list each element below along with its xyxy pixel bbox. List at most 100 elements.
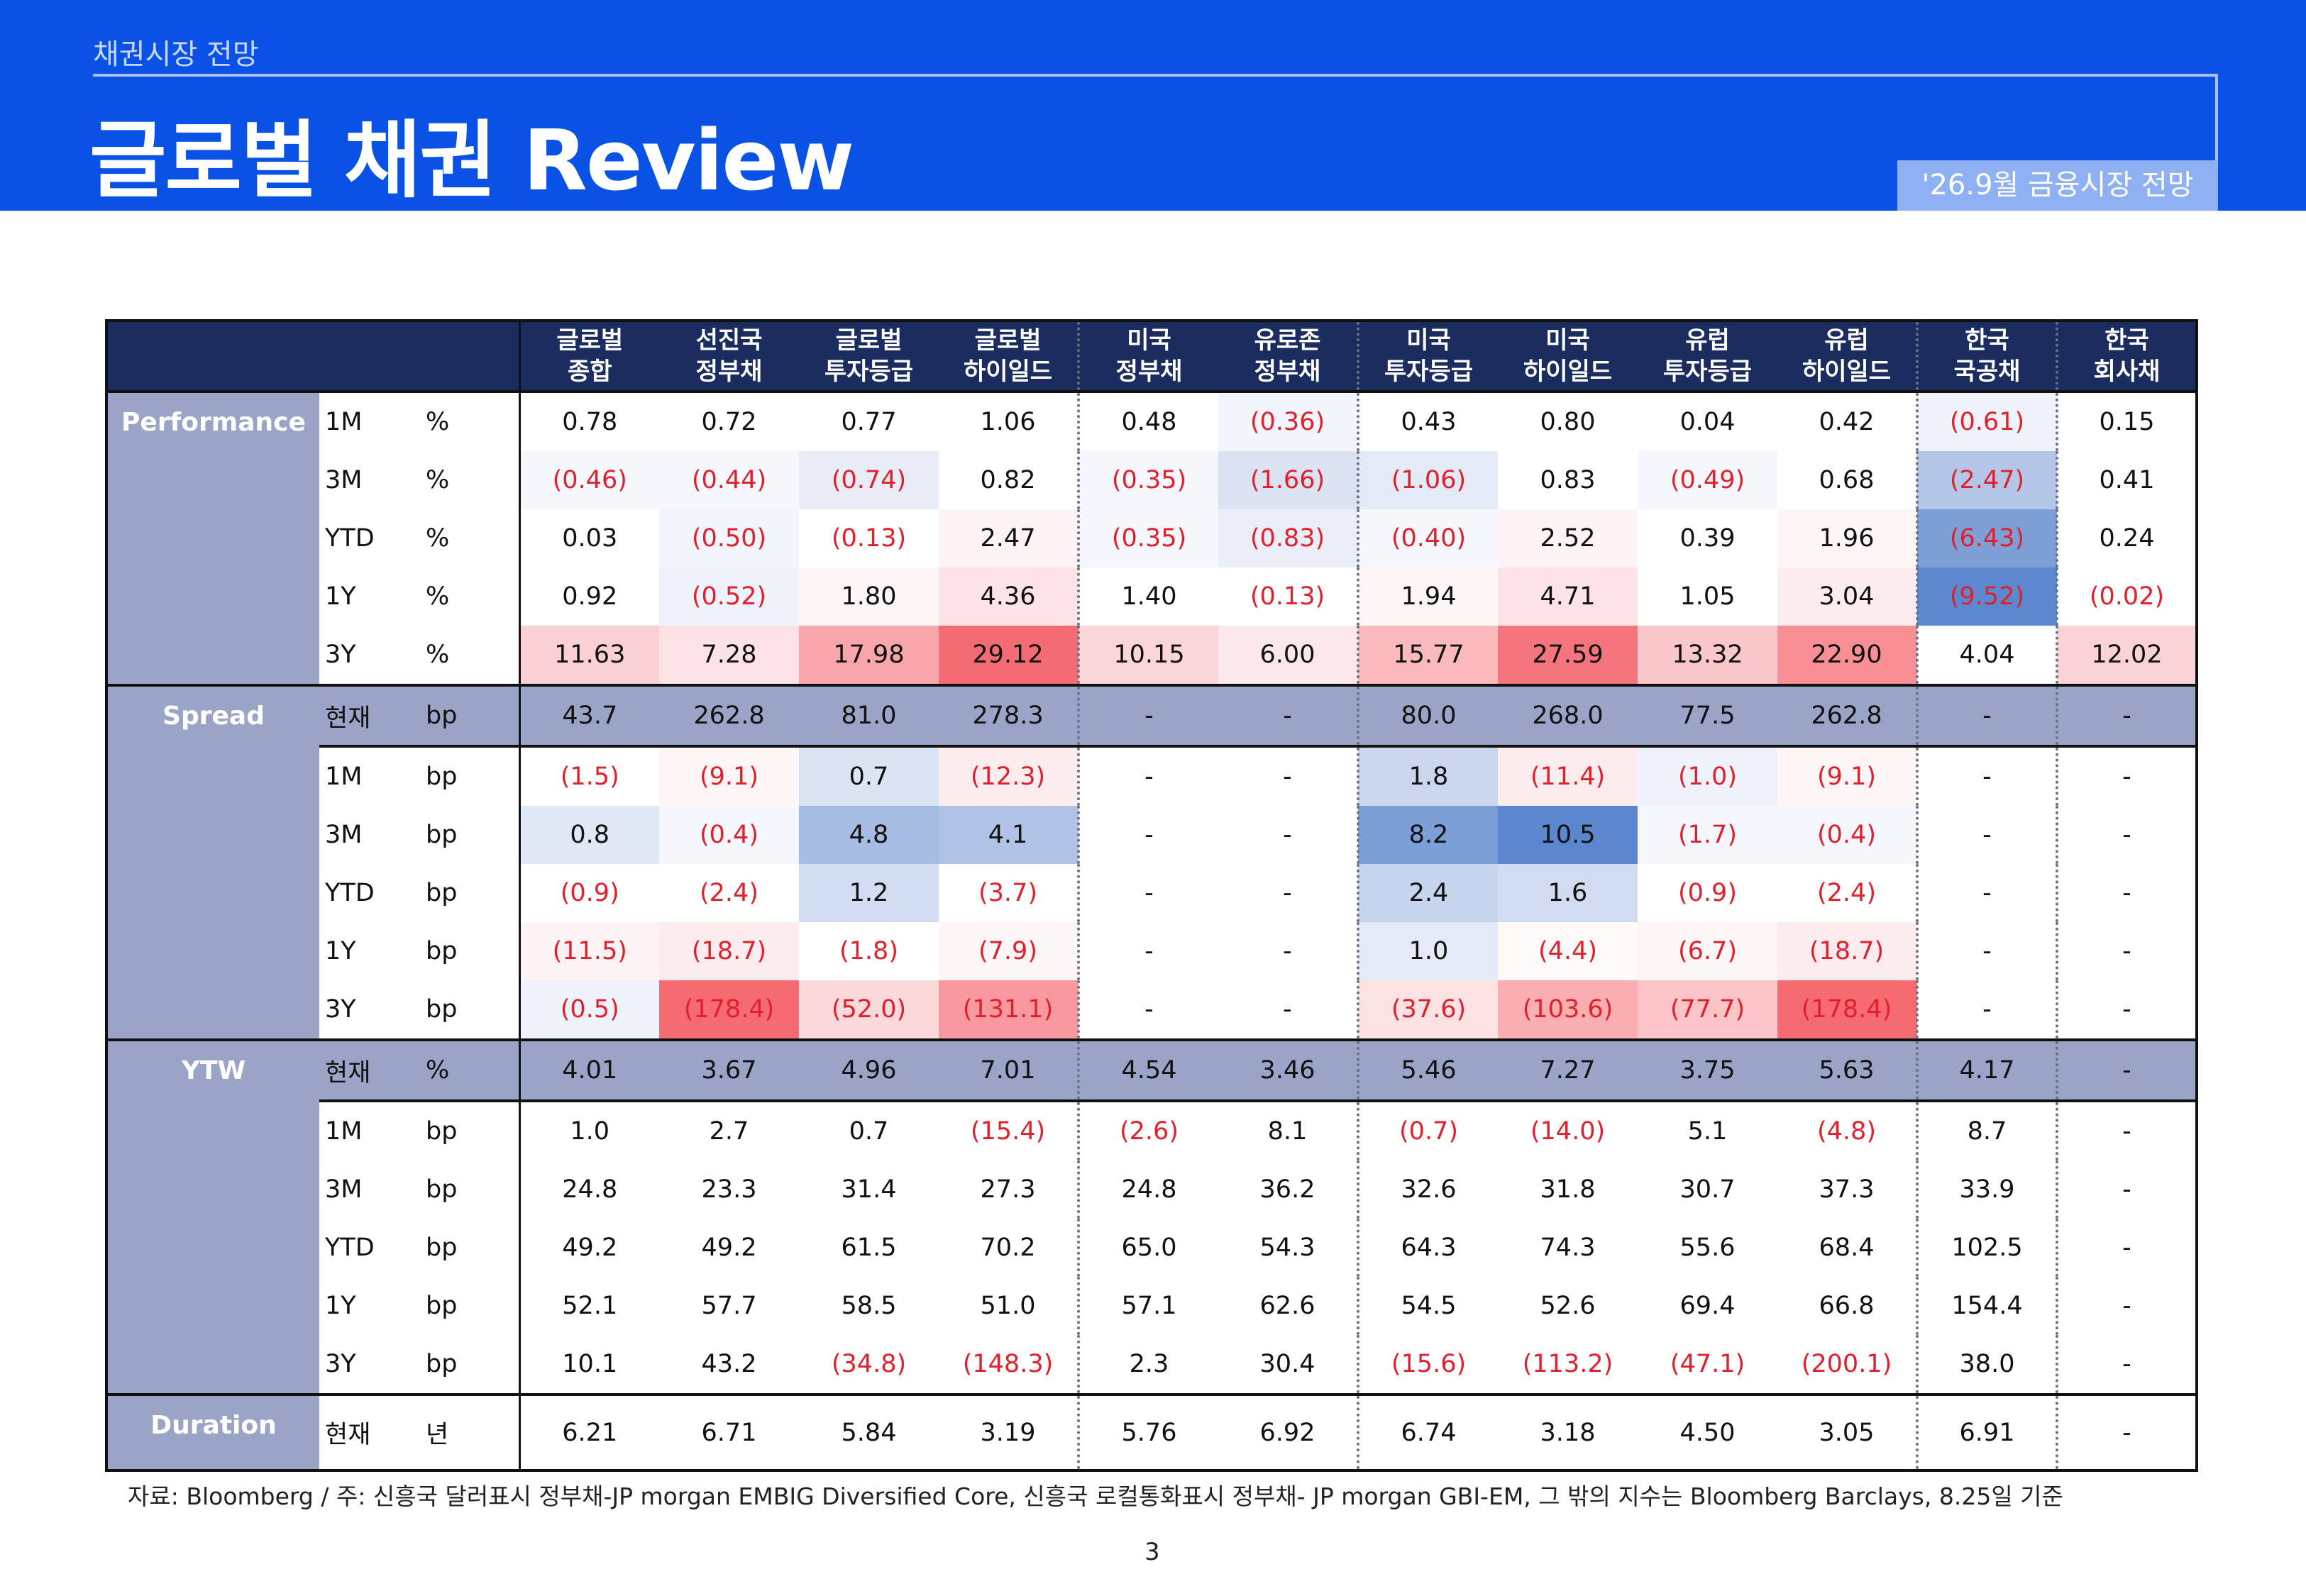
value-cell: 3.67 — [659, 1038, 799, 1101]
table-header-row: 글로벌 종합 선진국 정부채 글로벌 투자등급 글로벌 하이일드 미국 정부채 유로존 정부채 미국 투자… — [106, 321, 2197, 392]
unit-cell: bp — [421, 745, 519, 806]
value-cell: (0.49) — [1638, 451, 1777, 509]
table-row: YTD bp 49.2 49.2 61.5 70.2 65.0 54.3 64.3 74.3 55.… — [106, 1219, 2197, 1277]
table-row: 3M bp 0.8 (0.4) 4.8 4.1- -8.2 10.5 (1.7) (0.4) - - — [106, 806, 2197, 864]
value-cell: (9.1) — [1777, 745, 1917, 806]
value-cell: - — [1218, 745, 1358, 806]
value-cell: 1.8 — [1357, 745, 1498, 806]
unit-cell: % — [421, 390, 519, 451]
table-row: Duration 현재 년 6.21 6.71 5.84 3.19 5.76 6.92 6.74 3… — [106, 1393, 2197, 1470]
value-cell: 58.5 — [799, 1277, 939, 1335]
value-cell: (37.6) — [1357, 980, 1498, 1040]
value-cell: (12.3) — [939, 745, 1078, 806]
value-cell: 51.0 — [939, 1277, 1078, 1335]
value-cell: 2.3 — [1077, 1335, 1218, 1395]
section-label: Spread — [106, 684, 319, 1040]
value-cell: 8.2 — [1357, 806, 1498, 864]
source-footnote: 자료: Bloomberg / 주: 신흥국 달러표시 정부채-JP morga… — [128, 1483, 2063, 1510]
value-cell: 15.77 — [1357, 626, 1498, 685]
value-cell: 0.03 — [518, 509, 659, 567]
value-cell: 1.0 — [518, 1099, 659, 1160]
value-cell: 1.40 — [1077, 567, 1218, 626]
value-cell: - — [2056, 922, 2197, 980]
value-cell: (1.66) — [1218, 451, 1358, 509]
value-cell: (11.4) — [1498, 745, 1638, 806]
value-cell: 1.05 — [1638, 567, 1777, 626]
value-cell: 27.3 — [939, 1160, 1078, 1219]
value-cell: 43.7 — [518, 684, 659, 746]
value-cell: 4.36 — [939, 567, 1078, 626]
value-cell: 1.6 — [1498, 864, 1638, 922]
value-cell: (0.9) — [518, 864, 659, 922]
header-banner: 채권시장 전망 글로벌 채권 Review '26.9월 금융시장 전망 — [0, 0, 2306, 211]
value-cell: 5.84 — [799, 1393, 939, 1470]
value-cell: - — [1916, 806, 2057, 864]
value-cell: 31.8 — [1498, 1160, 1638, 1219]
value-cell: (0.02) — [2056, 567, 2197, 626]
value-cell: (200.1) — [1777, 1335, 1917, 1395]
value-cell: 30.7 — [1638, 1160, 1777, 1219]
value-cell: 24.8 — [1077, 1160, 1218, 1219]
value-cell: - — [1218, 684, 1358, 746]
value-cell: 64.3 — [1357, 1219, 1498, 1277]
column-header: 미국 정부채 — [1077, 321, 1218, 392]
column-header: 한국 회사채 — [2056, 321, 2197, 392]
value-cell: (34.8) — [799, 1335, 939, 1395]
value-cell: (1.0) — [1638, 745, 1777, 806]
value-cell: (103.6) — [1498, 980, 1638, 1040]
value-cell: (0.74) — [799, 451, 939, 509]
value-cell: (9.1) — [659, 745, 799, 806]
value-cell: 69.4 — [1638, 1277, 1777, 1335]
period-cell: 현재 — [319, 1393, 421, 1470]
value-cell: (113.2) — [1498, 1335, 1638, 1395]
value-cell: 102.5 — [1916, 1219, 2057, 1277]
period-cell: 1M — [319, 390, 421, 451]
value-cell: 2.4 — [1357, 864, 1498, 922]
unit-cell: bp — [421, 1160, 519, 1219]
column-header-line1: 한국 — [1965, 326, 2009, 355]
value-cell: 0.48 — [1077, 390, 1218, 451]
value-cell: (0.4) — [1777, 806, 1917, 864]
value-cell: (14.0) — [1498, 1099, 1638, 1160]
unit-cell: bp — [421, 1277, 519, 1335]
value-cell: (3.7) — [939, 864, 1078, 922]
value-cell: 6.71 — [659, 1393, 799, 1470]
value-cell: (0.46) — [518, 451, 659, 509]
value-cell: 23.3 — [659, 1160, 799, 1219]
table-row: Spread 현재 bp 43.7 262.8 81.0 278.3- -80.0 268.0 7… — [106, 684, 2197, 1040]
value-cell: 37.3 — [1777, 1160, 1917, 1219]
value-cell: 4.50 — [1638, 1393, 1777, 1470]
column-header-line2: 투자등급 — [824, 358, 914, 386]
column-header-line2: 종합 — [567, 358, 612, 386]
value-cell: 0.42 — [1777, 390, 1917, 451]
value-cell: (9.52) — [1916, 567, 2057, 626]
value-cell: 4.71 — [1498, 567, 1638, 626]
unit-cell: bp — [421, 806, 519, 864]
value-cell: (0.7) — [1357, 1099, 1498, 1160]
value-cell: 0.41 — [2056, 451, 2197, 509]
value-cell: 54.5 — [1357, 1277, 1498, 1335]
value-cell: 2.52 — [1498, 509, 1638, 567]
value-cell: 0.82 — [939, 451, 1078, 509]
value-cell: 7.27 — [1498, 1038, 1638, 1101]
value-cell: 1.06 — [939, 390, 1078, 451]
value-cell: - — [1077, 922, 1218, 980]
value-cell: - — [2056, 806, 2197, 864]
breadcrumb: 채권시장 전망 — [93, 38, 259, 71]
value-cell: 52.1 — [518, 1277, 659, 1335]
value-cell: (2.47) — [1916, 451, 2057, 509]
value-cell: - — [2056, 684, 2197, 746]
table-row: 3M bp 24.8 23.3 31.4 27.3 24.8 36.2 32.6 31.8 30.7… — [106, 1160, 2197, 1219]
value-cell: 8.1 — [1218, 1099, 1358, 1160]
value-cell: 54.3 — [1218, 1219, 1358, 1277]
value-cell: - — [2056, 980, 2197, 1040]
value-cell: 27.59 — [1498, 626, 1638, 685]
value-cell: (1.7) — [1638, 806, 1777, 864]
value-cell: 262.8 — [1777, 684, 1917, 746]
column-header-line2: 국공채 — [1953, 358, 2021, 386]
value-cell: (0.13) — [799, 509, 939, 567]
value-cell: - — [1077, 684, 1218, 746]
header-divider-vertical — [2215, 74, 2218, 211]
value-cell: (178.4) — [659, 980, 799, 1040]
value-cell: (2.4) — [659, 864, 799, 922]
